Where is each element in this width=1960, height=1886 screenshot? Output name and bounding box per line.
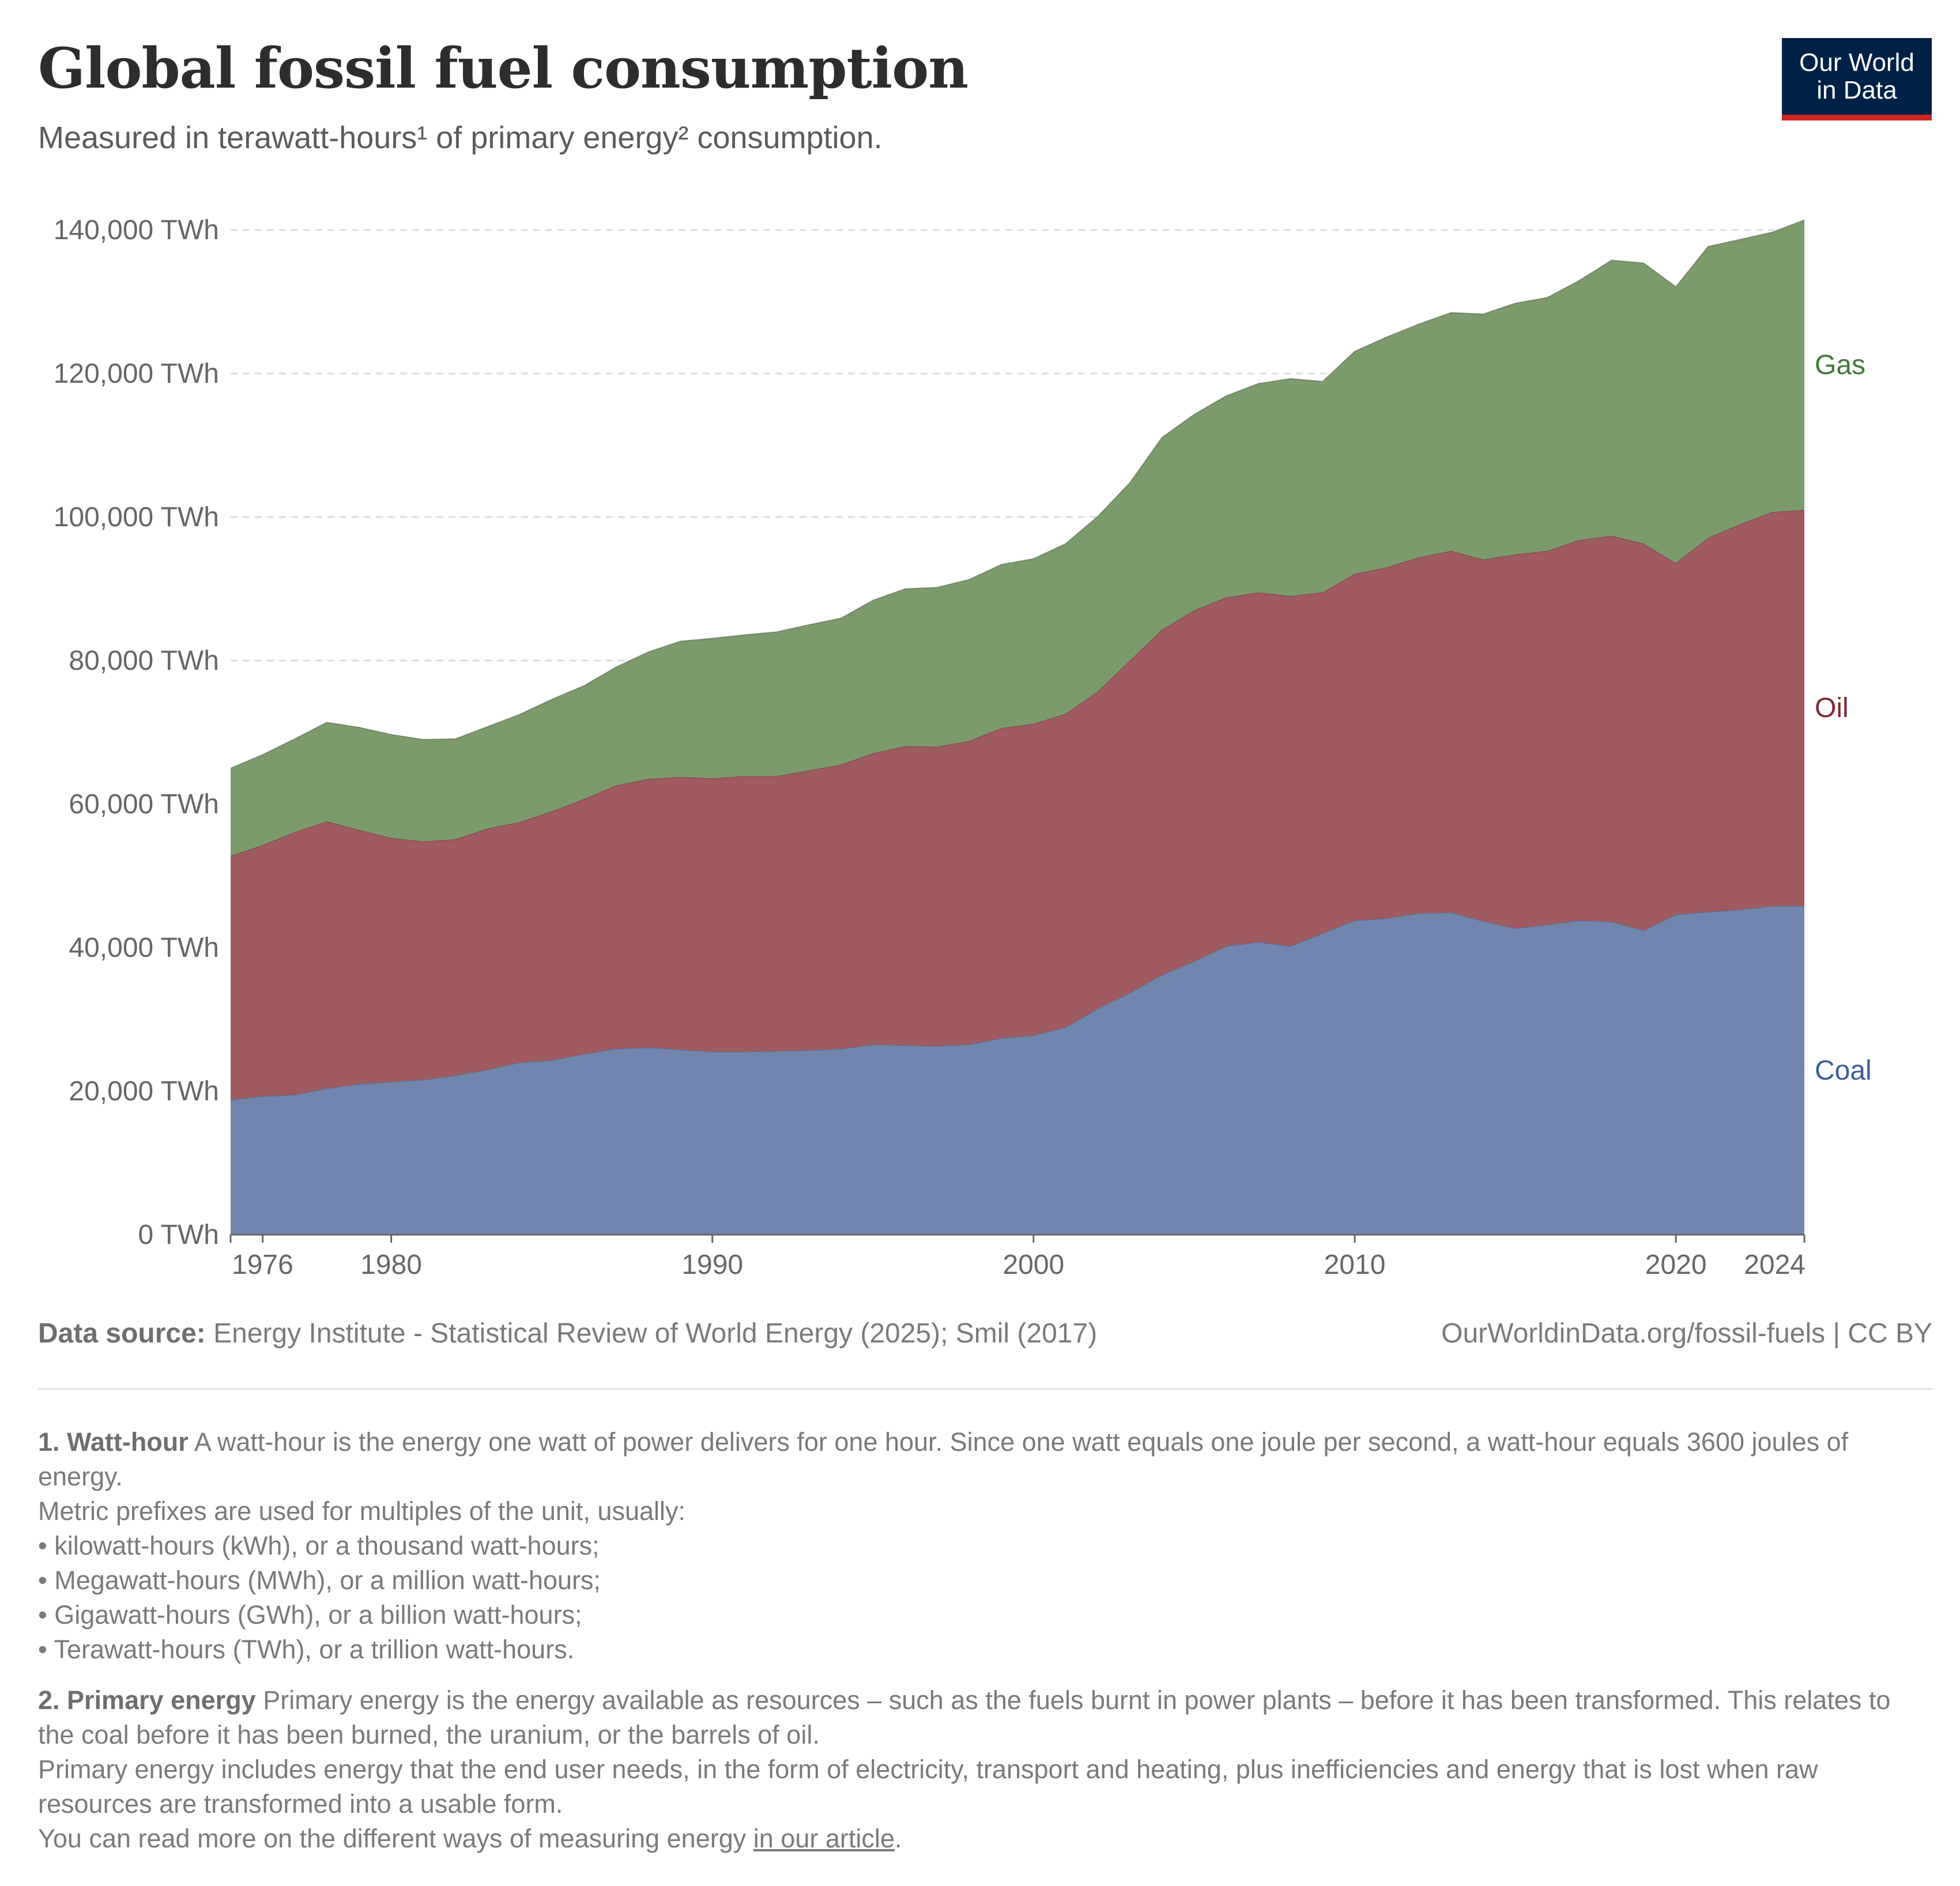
- footnotes: 1. Watt-hour A watt-hour is the energy o…: [38, 1425, 1906, 1856]
- footnote-2-text-3-start: You can read more on the different ways …: [38, 1824, 753, 1853]
- footnote-1: 1. Watt-hour A watt-hour is the energy o…: [38, 1425, 1906, 1494]
- footnote-1-item: • Megawatt-hours (MWh), or a million wat…: [38, 1566, 601, 1595]
- y-tick-label: 100,000 TWh: [54, 502, 219, 533]
- logo-line-1: Our World: [1799, 48, 1914, 77]
- area-gas: [231, 220, 1804, 856]
- y-tick-label: 60,000 TWh: [69, 789, 219, 820]
- footnote-2-text-2: Primary energy includes energy that the …: [38, 1755, 1818, 1819]
- y-tick-label: 20,000 TWh: [69, 1076, 219, 1107]
- x-tick-label: 2020: [1645, 1250, 1707, 1280]
- footnote-1-prefix-intro: Metric prefixes are used for multiples o…: [38, 1496, 686, 1526]
- series-label-oil: Oil: [1815, 693, 1849, 723]
- footnote-2-text-3-end: .: [894, 1824, 902, 1853]
- chart-subtitle: Measured in terawatt-hours¹ of primary e…: [38, 120, 883, 155]
- data-source: Data source: Energy Institute - Statisti…: [38, 1318, 1097, 1349]
- owid-logo[interactable]: Our World in Data: [1782, 38, 1932, 120]
- y-tick-label: 0 TWh: [138, 1220, 219, 1250]
- footnote-2: 2. Primary energy Primary energy is the …: [38, 1683, 1906, 1752]
- footnote-1-title: 1. Watt-hour: [38, 1427, 189, 1457]
- footnote-1-item: • kilowatt-hours (kWh), or a thousand wa…: [38, 1531, 600, 1560]
- chart-title: Global fossil fuel consumption: [38, 36, 968, 101]
- footnote-1-text: A watt-hour is the energy one watt of po…: [38, 1427, 1849, 1491]
- stacked-area-chart: 0 TWh 20,000 TWh 40,000 TWh 60,000 TWh 80,00…: [54, 215, 1872, 1280]
- x-tick-label: 1976: [232, 1250, 293, 1280]
- footnote-1-item: • Gigawatt-hours (GWh), or a billion wat…: [38, 1600, 582, 1629]
- x-tick-label: 1980: [360, 1250, 422, 1280]
- area-series: [230, 219, 1805, 1235]
- series-labels: Coal Oil Gas: [1815, 350, 1872, 1086]
- x-tick-label: 1990: [681, 1250, 743, 1280]
- data-source-text: Energy Institute - Statistical Review of…: [213, 1318, 1098, 1349]
- footnote-1-item: • Terawatt-hours (TWh), or a trillion wa…: [38, 1635, 575, 1664]
- x-tick-label: 2024: [1744, 1250, 1806, 1280]
- series-label-coal: Coal: [1815, 1055, 1872, 1086]
- footer-divider: [38, 1388, 1932, 1390]
- source-url[interactable]: OurWorldinData.org/fossil-fuels | CC BY: [1441, 1318, 1932, 1349]
- series-label-gas: Gas: [1815, 350, 1865, 380]
- footnote-2-title: 2. Primary energy: [38, 1685, 256, 1715]
- x-tick-label: 2000: [1002, 1250, 1064, 1280]
- data-source-label: Data source:: [38, 1318, 206, 1349]
- logo-line-2: in Data: [1816, 76, 1897, 104]
- footnote-2-text: Primary energy is the energy available a…: [38, 1685, 1891, 1749]
- footnote-2-text-3: You can read more on the different ways …: [38, 1821, 1906, 1856]
- y-tick-label: 120,000 TWh: [54, 359, 219, 389]
- axes: 0 TWh 20,000 TWh 40,000 TWh 60,000 TWh 80,00…: [54, 215, 1806, 1280]
- area-coal: [231, 906, 1804, 1235]
- area-edge-gas: [230, 219, 1805, 769]
- y-tick-label: 140,000 TWh: [54, 215, 219, 246]
- area-oil: [231, 510, 1804, 1100]
- article-link[interactable]: in our article: [753, 1824, 895, 1853]
- y-tick-label: 80,000 TWh: [69, 646, 219, 676]
- x-tick-label: 2010: [1324, 1250, 1386, 1280]
- y-tick-label: 40,000 TWh: [69, 933, 219, 963]
- source-line: Data source: Energy Institute - Statisti…: [38, 1318, 1932, 1349]
